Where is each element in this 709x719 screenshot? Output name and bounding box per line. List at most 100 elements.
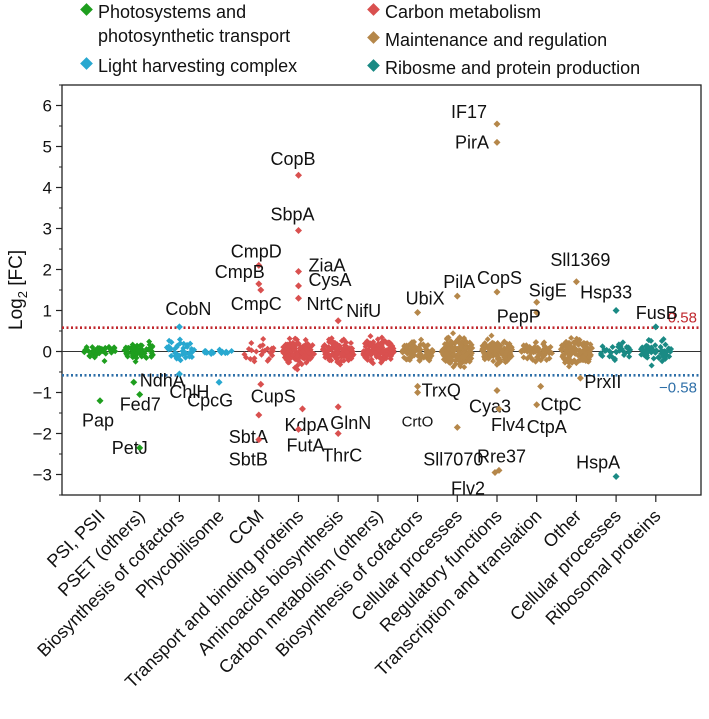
data-point	[418, 336, 425, 343]
data-point	[577, 349, 584, 356]
data-point	[407, 353, 414, 360]
legend-label: photosynthetic transport	[98, 26, 290, 46]
data-point	[403, 344, 410, 351]
data-points	[81, 330, 675, 373]
data-point	[449, 339, 456, 346]
data-point	[386, 345, 393, 352]
data-point	[619, 339, 626, 346]
gene-label: CopB	[271, 149, 316, 169]
data-point	[493, 386, 501, 394]
data-point	[370, 360, 377, 367]
data-point	[334, 350, 341, 357]
data-point	[148, 353, 155, 360]
data-point	[453, 292, 461, 300]
data-point	[295, 425, 302, 433]
data-point	[581, 344, 588, 351]
data-point	[491, 468, 499, 476]
data-point	[414, 382, 422, 390]
gene-label: Hsp33	[580, 283, 632, 303]
data-point	[639, 344, 646, 351]
data-point	[251, 358, 258, 365]
y-tick-label: 0	[43, 343, 52, 362]
category-points	[279, 335, 318, 373]
data-point	[342, 344, 349, 351]
data-point	[573, 335, 580, 342]
labeled-point: PilA	[443, 272, 475, 300]
data-point	[638, 351, 645, 358]
data-point	[340, 336, 347, 343]
data-point	[444, 340, 451, 347]
legend-item: Maintenance and regulation	[367, 30, 607, 50]
data-point	[462, 344, 469, 351]
gene-label: PilA	[443, 272, 475, 292]
data-point	[655, 354, 662, 361]
data-point	[385, 339, 392, 346]
data-point	[566, 363, 573, 370]
gene-label: NdhA	[140, 370, 185, 390]
data-point	[87, 353, 94, 360]
data-point	[202, 347, 209, 354]
gene-label: CpcG	[187, 390, 233, 410]
data-point	[461, 358, 468, 365]
gene-label: NrtC	[307, 294, 344, 314]
category-points	[399, 336, 436, 364]
data-point	[138, 342, 145, 349]
data-point	[285, 343, 292, 350]
data-point	[453, 423, 461, 431]
data-point	[443, 335, 450, 342]
data-point	[644, 343, 651, 350]
data-point	[575, 341, 582, 348]
data-point	[264, 345, 271, 352]
data-point	[184, 343, 191, 350]
gene-label: PrxII	[584, 372, 621, 392]
data-point	[463, 351, 470, 358]
y-tick-label: 4	[43, 179, 52, 198]
data-point	[570, 339, 577, 346]
data-point	[411, 347, 418, 354]
labeled-point: CtpC	[537, 382, 582, 414]
labeled-point: ChlH	[169, 370, 209, 402]
y-tick-label: 2	[43, 261, 52, 280]
data-point	[652, 349, 659, 356]
data-point	[326, 345, 333, 352]
data-point	[455, 350, 462, 357]
data-point	[167, 346, 174, 353]
gene-label: SbtB	[229, 450, 268, 470]
data-point	[334, 430, 342, 437]
data-point	[612, 473, 620, 481]
data-point	[572, 350, 579, 357]
data-point	[177, 340, 184, 347]
data-point	[667, 348, 674, 355]
category-points	[518, 339, 556, 365]
data-point	[426, 355, 433, 362]
data-point	[340, 357, 347, 364]
data-point	[611, 357, 618, 364]
data-point	[175, 370, 183, 378]
data-point	[500, 339, 507, 346]
data-point	[409, 339, 416, 346]
data-point	[603, 346, 610, 353]
data-point	[112, 348, 119, 355]
y-tick-label: 5	[43, 138, 52, 157]
labeled-point: CopS	[477, 268, 522, 296]
data-point	[210, 349, 217, 356]
category-points	[241, 335, 277, 365]
category-points	[201, 346, 235, 358]
data-point	[295, 282, 302, 290]
category-points	[319, 335, 357, 368]
labeled-point: SbpA	[271, 205, 315, 235]
gene-label: Fed7	[120, 395, 161, 415]
data-point	[149, 348, 156, 355]
data-point	[269, 352, 276, 359]
gene-label: Flv4	[491, 415, 525, 435]
data-point	[399, 349, 406, 356]
gene-label: SbpA	[271, 205, 315, 225]
gene-label: NifU	[346, 301, 381, 321]
data-point	[298, 405, 306, 413]
labeled-point: CpcG	[187, 378, 233, 410]
data-point	[535, 351, 542, 358]
legend-label: Ribosme and protein production	[385, 58, 640, 78]
data-point	[248, 347, 255, 354]
data-point	[481, 350, 488, 357]
data-point	[136, 444, 144, 452]
